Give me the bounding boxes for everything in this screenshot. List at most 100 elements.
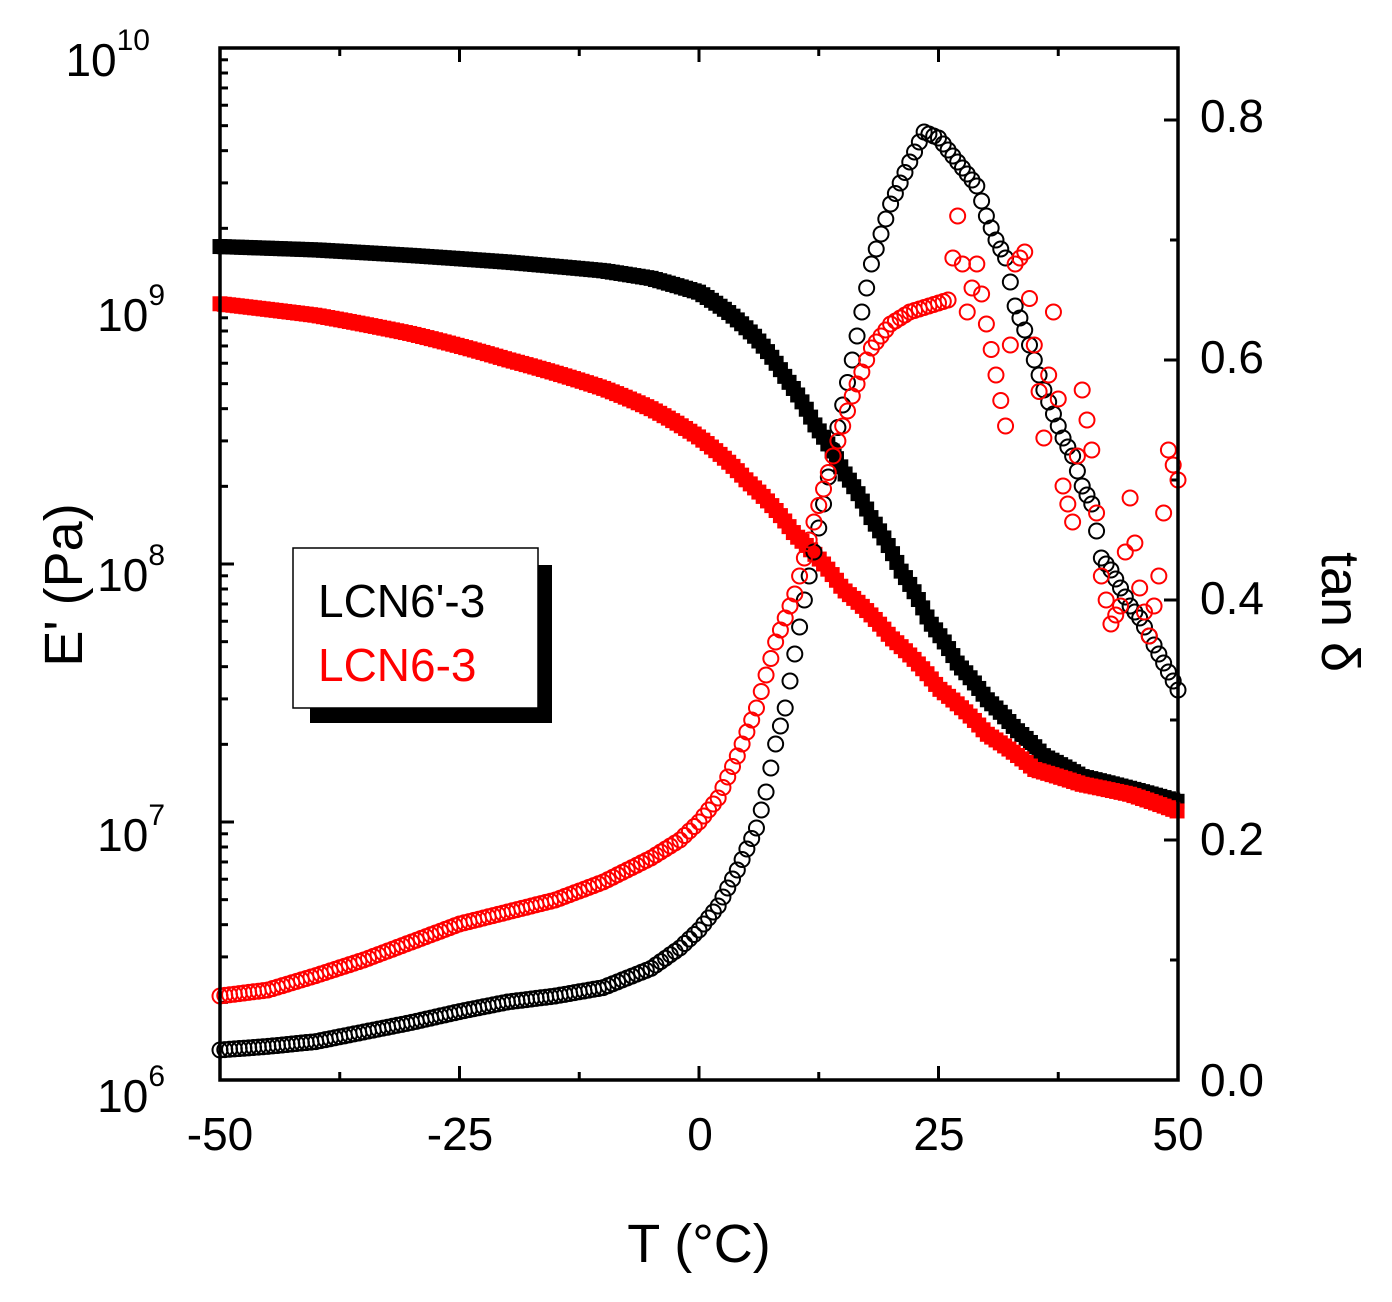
data-point bbox=[795, 591, 813, 609]
data-point bbox=[676, 827, 694, 844]
plot-frame bbox=[218, 46, 1180, 1082]
legend: LCN6'-3 LCN6-3 bbox=[292, 547, 552, 723]
data-point bbox=[992, 240, 1010, 258]
series-2 bbox=[211, 123, 1187, 1059]
data-point bbox=[997, 417, 1015, 435]
data-point bbox=[1102, 561, 1120, 579]
data-point bbox=[1097, 591, 1115, 609]
legend-entry-lcn6-3: LCN6-3 bbox=[318, 639, 477, 691]
data-point bbox=[680, 930, 698, 948]
data-point bbox=[762, 759, 780, 777]
data-point bbox=[858, 279, 876, 297]
data-point bbox=[733, 851, 751, 868]
y-right-tick-label: 0.2 bbox=[1200, 813, 1264, 865]
data-point bbox=[958, 303, 976, 321]
x-axis-title: T (°C) bbox=[627, 1214, 771, 1274]
data-point bbox=[771, 717, 789, 735]
data-point bbox=[791, 567, 809, 585]
data-point bbox=[709, 897, 727, 915]
data-point bbox=[1001, 336, 1019, 354]
data-point bbox=[1049, 390, 1067, 408]
data-point bbox=[1054, 477, 1072, 495]
data-point bbox=[1107, 570, 1125, 588]
x-tick-label: -25 bbox=[427, 1108, 493, 1160]
data-point bbox=[1116, 588, 1134, 606]
data-point bbox=[973, 285, 991, 303]
x-tick-label: 50 bbox=[1152, 1108, 1203, 1160]
data-point bbox=[724, 870, 742, 888]
data-point bbox=[1030, 366, 1048, 384]
data-point bbox=[810, 497, 828, 514]
data-point bbox=[685, 926, 703, 943]
data-point bbox=[1159, 663, 1177, 681]
y-right-tick-label: 0.8 bbox=[1200, 90, 1264, 142]
data-point bbox=[1001, 273, 1019, 291]
data-point bbox=[1040, 366, 1058, 384]
x-tick-label: -50 bbox=[187, 1108, 253, 1160]
data-point bbox=[747, 819, 765, 837]
data-point bbox=[987, 231, 1005, 249]
data-point bbox=[1073, 381, 1091, 399]
data-point bbox=[776, 699, 794, 717]
data-point bbox=[800, 531, 818, 549]
data-point bbox=[714, 779, 732, 796]
x-tick-label: 0 bbox=[687, 1108, 713, 1160]
data-point bbox=[848, 327, 866, 345]
data-point bbox=[1112, 597, 1130, 615]
data-point bbox=[1064, 447, 1082, 465]
y-left-tick-labels: 106 107 108 109 1010 bbox=[65, 24, 165, 1122]
data-point bbox=[1102, 615, 1120, 633]
data-point bbox=[795, 549, 813, 567]
data-point bbox=[709, 789, 727, 807]
data-point bbox=[786, 645, 804, 663]
data-point bbox=[1068, 462, 1086, 480]
data-point bbox=[1068, 447, 1086, 465]
data-point bbox=[743, 830, 761, 847]
data-point bbox=[968, 255, 986, 273]
data-point bbox=[1078, 486, 1096, 504]
data-point bbox=[1092, 567, 1110, 585]
data-point bbox=[834, 417, 852, 435]
data-point bbox=[944, 249, 962, 267]
series-3 bbox=[211, 207, 1187, 1005]
data-point bbox=[886, 185, 904, 202]
data-point bbox=[1159, 441, 1177, 459]
data-point bbox=[1116, 543, 1134, 561]
data-point bbox=[1016, 243, 1034, 261]
data-point bbox=[714, 888, 732, 906]
data-point bbox=[786, 585, 804, 603]
data-point bbox=[853, 303, 871, 321]
data-point bbox=[1131, 579, 1149, 597]
data-point bbox=[973, 192, 991, 210]
data-point bbox=[992, 392, 1010, 409]
data-point bbox=[680, 822, 698, 840]
data-point bbox=[872, 225, 890, 243]
data-point bbox=[1088, 522, 1106, 540]
y-right-tick-label: 0.6 bbox=[1200, 331, 1264, 383]
data-point bbox=[867, 240, 885, 258]
data-point bbox=[781, 672, 799, 690]
data-point bbox=[824, 447, 842, 465]
y-right-tick-label: 0.0 bbox=[1200, 1054, 1264, 1106]
data-point bbox=[685, 818, 703, 835]
legend-entry-lcn6prime-3: LCN6'-3 bbox=[318, 575, 485, 627]
legend-box bbox=[292, 547, 539, 709]
data-point bbox=[671, 831, 689, 849]
y-right-tick-label: 0.4 bbox=[1200, 572, 1264, 624]
data-point bbox=[1073, 477, 1091, 495]
data-point bbox=[791, 618, 809, 636]
data-point bbox=[1083, 441, 1101, 459]
data-point bbox=[671, 939, 689, 957]
data-point bbox=[1030, 383, 1048, 400]
y-left-tick-label: 108 bbox=[97, 539, 165, 601]
data-point bbox=[747, 699, 765, 717]
data-point bbox=[815, 480, 833, 498]
data-point bbox=[1121, 489, 1139, 507]
data-point bbox=[719, 879, 737, 897]
data-point bbox=[1135, 618, 1153, 636]
y-left-axis-title: E' (Pa) bbox=[34, 503, 94, 666]
y-right-axis-title: tan δ bbox=[1310, 552, 1370, 672]
data-point bbox=[1150, 645, 1168, 663]
data-point bbox=[1064, 513, 1082, 531]
